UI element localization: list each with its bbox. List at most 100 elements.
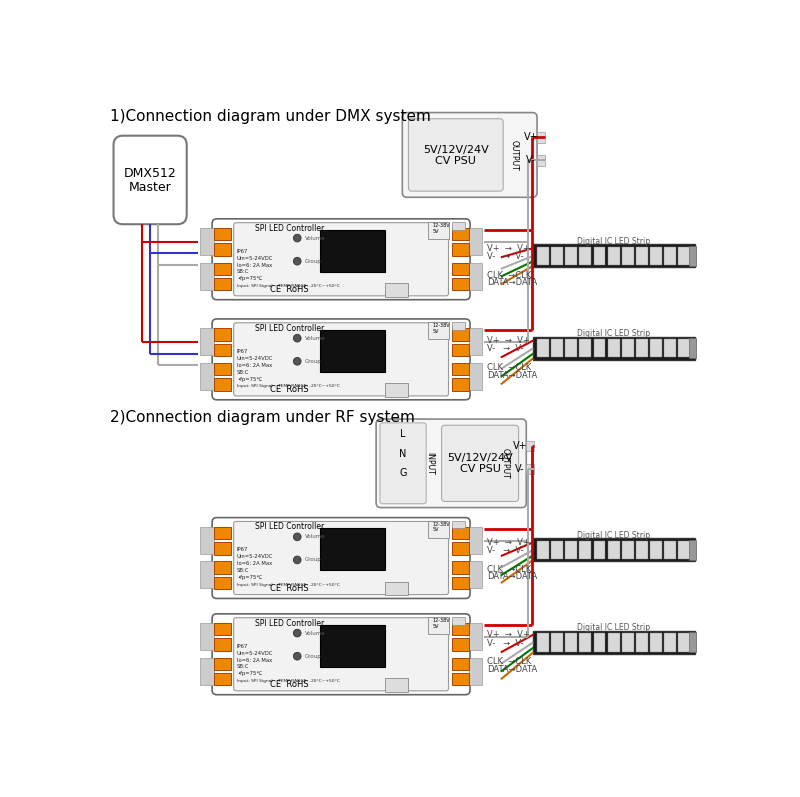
Bar: [451, 328, 469, 340]
Text: CE  RoHS: CE RoHS: [270, 285, 309, 294]
Bar: [537, 155, 545, 166]
Text: IP67: IP67: [237, 349, 248, 354]
Bar: [469, 623, 482, 650]
Text: V-: V-: [526, 155, 536, 165]
Bar: [451, 520, 466, 528]
Bar: [385, 283, 408, 296]
Text: CLK  →CLK: CLK →CLK: [487, 565, 531, 574]
Bar: [214, 577, 230, 589]
Bar: [214, 527, 230, 539]
Text: lo=6: 2A Max: lo=6: 2A Max: [237, 658, 272, 662]
Bar: [534, 244, 695, 267]
Text: 12-38V: 12-38V: [432, 324, 450, 328]
Bar: [451, 222, 466, 230]
Bar: [214, 638, 230, 651]
Bar: [664, 246, 676, 265]
Text: •fp=75℃: •fp=75℃: [237, 277, 262, 281]
Bar: [689, 632, 697, 653]
Bar: [537, 633, 549, 652]
Text: lo=6: 2A Max: lo=6: 2A Max: [237, 363, 272, 367]
Text: Uin=5-24VDC: Uin=5-24VDC: [237, 256, 273, 261]
Bar: [200, 363, 214, 390]
Bar: [579, 633, 591, 652]
FancyBboxPatch shape: [409, 119, 503, 191]
Bar: [579, 339, 591, 357]
Bar: [200, 527, 214, 554]
Bar: [551, 540, 563, 559]
Circle shape: [294, 533, 301, 540]
Circle shape: [294, 257, 301, 265]
Bar: [428, 617, 450, 634]
Text: Volume: Volume: [305, 336, 326, 340]
Bar: [214, 328, 230, 340]
Bar: [678, 633, 690, 652]
Text: CLK  →CLK: CLK →CLK: [487, 657, 531, 666]
Text: lo=6: 2A Max: lo=6: 2A Max: [237, 561, 272, 567]
Bar: [537, 132, 545, 143]
Text: Group: Group: [305, 557, 322, 563]
Bar: [385, 582, 408, 595]
Text: V+  →  V+: V+ → V+: [487, 336, 530, 345]
Circle shape: [294, 630, 301, 637]
Text: G: G: [399, 468, 407, 478]
Bar: [321, 230, 385, 272]
Bar: [650, 339, 662, 357]
Bar: [636, 339, 648, 357]
Text: Input: SPI Signal    TEMP RANGE: -20°C~+50°C: Input: SPI Signal TEMP RANGE: -20°C~+50°…: [237, 679, 340, 683]
Text: 12-38V: 12-38V: [432, 522, 450, 527]
Text: SB:C: SB:C: [237, 665, 249, 669]
FancyBboxPatch shape: [234, 222, 449, 296]
Bar: [200, 228, 214, 255]
Bar: [451, 322, 466, 330]
Bar: [451, 638, 469, 651]
Bar: [451, 562, 469, 574]
Text: N: N: [399, 449, 406, 459]
Text: Digital IC LED Strip: Digital IC LED Strip: [578, 237, 650, 245]
FancyBboxPatch shape: [376, 419, 526, 508]
Text: DATA→DATA: DATA→DATA: [487, 278, 538, 287]
Text: Uin=5-24VDC: Uin=5-24VDC: [237, 355, 273, 361]
Bar: [451, 363, 469, 375]
Text: V-   →  V-: V- → V-: [487, 344, 524, 354]
Text: Volume: Volume: [305, 630, 326, 635]
Bar: [451, 577, 469, 589]
Text: L: L: [400, 430, 406, 439]
Text: Group: Group: [305, 359, 322, 363]
Text: V+  →  V+: V+ → V+: [487, 630, 530, 639]
Bar: [650, 540, 662, 559]
Text: 5V: 5V: [432, 528, 439, 532]
Text: Volume: Volume: [305, 534, 326, 540]
Bar: [469, 263, 482, 289]
FancyBboxPatch shape: [234, 618, 449, 691]
Text: V+: V+: [513, 441, 527, 451]
Text: 5V: 5V: [432, 229, 439, 234]
Bar: [451, 228, 469, 241]
Bar: [200, 263, 214, 289]
Text: Input: SPI Signal    TEMP RANGE: -20°C~+50°C: Input: SPI Signal TEMP RANGE: -20°C~+50°…: [237, 583, 340, 587]
Bar: [451, 673, 469, 685]
Bar: [636, 246, 648, 265]
FancyBboxPatch shape: [212, 614, 470, 695]
Text: V-   →  V-: V- → V-: [487, 252, 524, 261]
Bar: [526, 464, 534, 474]
Text: SPI LED Controller: SPI LED Controller: [255, 224, 324, 233]
Bar: [428, 322, 450, 339]
Text: V+  →  V+: V+ → V+: [487, 244, 530, 253]
Text: 1)Connection diagram under DMX system: 1)Connection diagram under DMX system: [110, 109, 430, 124]
FancyBboxPatch shape: [402, 112, 537, 198]
Text: lo=6: 2A Max: lo=6: 2A Max: [237, 262, 272, 268]
Bar: [650, 633, 662, 652]
Bar: [428, 222, 450, 239]
Bar: [636, 633, 648, 652]
Text: DMX512: DMX512: [124, 167, 177, 180]
Bar: [534, 630, 695, 654]
Bar: [214, 673, 230, 685]
Bar: [678, 246, 690, 265]
Text: OUTPUT: OUTPUT: [500, 448, 510, 479]
Circle shape: [294, 234, 301, 242]
Bar: [678, 339, 690, 357]
FancyBboxPatch shape: [212, 219, 470, 300]
Bar: [214, 278, 230, 290]
Bar: [551, 633, 563, 652]
Text: Group: Group: [305, 259, 322, 264]
